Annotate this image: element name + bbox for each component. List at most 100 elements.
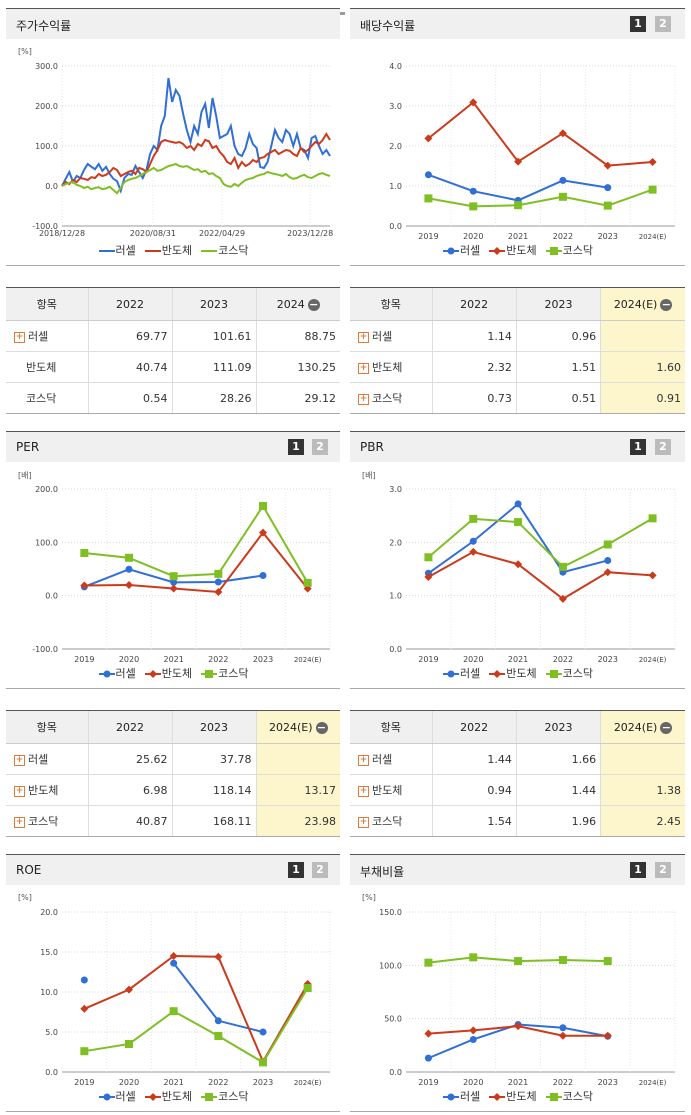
column-header: 항목 bbox=[6, 710, 88, 744]
row-label[interactable]: + 반도체 bbox=[350, 351, 432, 383]
panel-title: 부채비율 bbox=[360, 865, 405, 879]
unit-label: [배] bbox=[18, 471, 32, 480]
data-point bbox=[169, 952, 178, 960]
expand-icon[interactable]: + bbox=[358, 331, 369, 343]
row-label[interactable]: + 반도체 bbox=[350, 774, 432, 806]
page-2-button[interactable]: 2 bbox=[655, 16, 671, 32]
x-tick-label: 2021 bbox=[163, 655, 183, 664]
legend-marker bbox=[493, 247, 502, 255]
data-point bbox=[259, 1028, 267, 1036]
data-point bbox=[469, 1026, 478, 1035]
legend-swatch bbox=[489, 247, 506, 255]
table-row: + 러셀 25.62 37.78 bbox=[6, 743, 340, 775]
expand-icon[interactable]: + bbox=[358, 754, 369, 766]
collapse-icon[interactable]: − bbox=[660, 720, 673, 734]
legend-marker bbox=[447, 670, 455, 678]
data-point bbox=[469, 953, 478, 962]
dividend-yield-panel: 배당수익률 1 2 4.0 3.0 2.0 1.0 0.0 2019 2020 2021 202… bbox=[350, 8, 685, 266]
data-point bbox=[514, 201, 523, 210]
table-cell: 1.66 bbox=[515, 743, 601, 775]
page-1-button[interactable]: 1 bbox=[630, 439, 646, 455]
page-1-button[interactable]: 1 bbox=[630, 862, 646, 878]
legend-swatch bbox=[201, 1093, 218, 1101]
collapse-icon[interactable]: − bbox=[315, 720, 328, 734]
collapse-icon[interactable]: − bbox=[307, 297, 320, 311]
row-label[interactable]: + 러셀 bbox=[6, 743, 88, 775]
x-tick-label: 2019 bbox=[74, 655, 94, 664]
row-name: 반도체 bbox=[372, 784, 403, 797]
row-label[interactable]: + 러셀 bbox=[350, 320, 432, 352]
y-tick-label: 300.0 bbox=[35, 62, 58, 71]
table-cell: 1.96 bbox=[515, 805, 601, 837]
series-line bbox=[61, 77, 331, 194]
x-tick-label: 2022 bbox=[553, 1078, 573, 1087]
row-label[interactable]: + 반도체 bbox=[6, 774, 88, 806]
column-header: 2023 bbox=[171, 710, 256, 744]
data-point bbox=[169, 572, 178, 581]
x-tick-label: 2022 bbox=[208, 1078, 228, 1087]
data-point bbox=[80, 1047, 89, 1056]
row-label[interactable]: + 러셀 bbox=[350, 743, 432, 775]
row-label[interactable]: + 러셀 bbox=[6, 320, 88, 352]
page-2-button[interactable]: 2 bbox=[312, 862, 328, 878]
x-tick-label: 2021 bbox=[508, 232, 528, 241]
legend-label: 러셀 bbox=[460, 667, 481, 680]
legend-item: 러셀 bbox=[98, 242, 136, 258]
x-tick-label: 2019 bbox=[418, 655, 438, 664]
data-point bbox=[514, 157, 523, 166]
panel-header: 부채비율 1 2 bbox=[350, 855, 685, 885]
row-name: 코스닥 bbox=[28, 815, 59, 828]
data-point bbox=[125, 985, 133, 994]
table-row: + 러셀 1.44 1.66 bbox=[350, 743, 685, 775]
series-line bbox=[428, 188, 653, 208]
legend-label: 러셀 bbox=[115, 1090, 136, 1103]
expand-icon[interactable]: + bbox=[358, 785, 369, 797]
row-name: 반도체 bbox=[28, 784, 59, 797]
legend-item: 러셀 bbox=[98, 665, 136, 681]
data-point bbox=[125, 565, 133, 573]
chart-legend: 러셀 반도체 코스닥 bbox=[6, 242, 340, 258]
page-2-button[interactable]: 2 bbox=[312, 439, 328, 455]
expand-icon[interactable]: + bbox=[358, 393, 369, 405]
table-cell: 1.44 bbox=[515, 774, 601, 806]
x-tick-label: 2023 bbox=[598, 655, 618, 664]
data-point bbox=[559, 1024, 567, 1032]
page-1-button[interactable]: 1 bbox=[288, 862, 304, 878]
dividend-yield-table: 항목 2022 2023 2024(E) − + 러셀 1.14 0.96 + 반도체 2.32 1.5… bbox=[350, 287, 685, 414]
table-header-row: 항목 2022 2023 2024(E) − bbox=[350, 287, 685, 321]
table-cell: 0.73 bbox=[431, 382, 517, 414]
table-cell: 1.44 bbox=[431, 743, 517, 775]
expand-icon[interactable]: + bbox=[14, 816, 25, 828]
column-header-label: 2022 bbox=[460, 720, 489, 734]
expand-icon[interactable]: + bbox=[358, 816, 369, 828]
expand-icon[interactable]: + bbox=[14, 785, 25, 797]
expand-icon[interactable]: + bbox=[14, 331, 25, 343]
expand-icon[interactable]: + bbox=[14, 754, 25, 766]
data-point bbox=[648, 514, 657, 523]
table-cell: 88.75 bbox=[255, 320, 340, 352]
collapse-icon[interactable]: − bbox=[660, 297, 673, 311]
row-label[interactable]: + 코스닥 bbox=[6, 805, 88, 837]
per-table: 항목 2022 2023 2024(E) − + 러셀 25.62 37.78 + 반도체 6.98 1… bbox=[6, 710, 340, 837]
row-label[interactable]: + 코스닥 bbox=[350, 805, 432, 837]
y-tick-label: 1.0 bbox=[389, 592, 402, 601]
legend-swatch bbox=[545, 1093, 562, 1101]
x-tick-label: 2020 bbox=[119, 655, 139, 664]
data-point bbox=[214, 578, 222, 586]
page-1-button[interactable]: 1 bbox=[630, 16, 646, 32]
column-header: 항목 bbox=[6, 287, 88, 321]
page-2-button[interactable]: 2 bbox=[655, 439, 671, 455]
row-label[interactable]: + 코스닥 bbox=[350, 382, 432, 414]
panel-title: ROE bbox=[16, 863, 42, 877]
table-cell: 23.98 bbox=[255, 805, 340, 837]
x-tick-label: 2020 bbox=[463, 655, 483, 664]
table-cell: 111.09 bbox=[171, 351, 256, 383]
page-1-button[interactable]: 1 bbox=[288, 439, 304, 455]
unit-label: [%] bbox=[18, 893, 32, 902]
expand-icon[interactable]: + bbox=[358, 362, 369, 374]
table-cell: 0.51 bbox=[515, 382, 601, 414]
table-cell: 0.96 bbox=[515, 320, 601, 352]
page-2-button[interactable]: 2 bbox=[655, 862, 671, 878]
data-point bbox=[424, 553, 433, 562]
